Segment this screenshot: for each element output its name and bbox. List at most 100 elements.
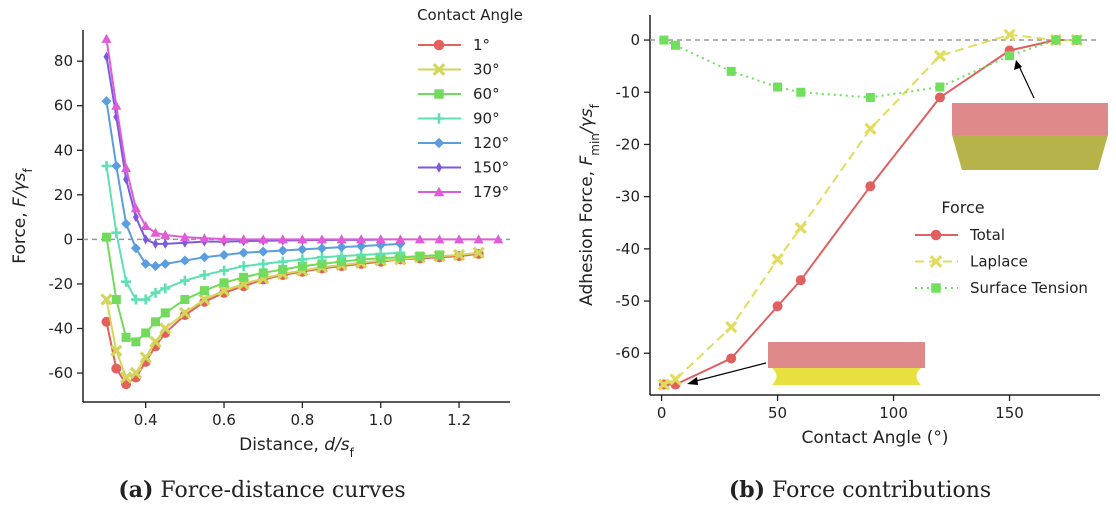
- y-tick-label: 20: [54, 186, 73, 204]
- axis-label-part: /γs: [577, 108, 597, 135]
- legend-label: Total: [969, 226, 1005, 244]
- series-line: [105, 56, 381, 245]
- legend-title: Contact Angle: [417, 6, 523, 24]
- axis-label-part: /γs: [10, 172, 30, 199]
- legend-marker: [435, 162, 443, 173]
- y-tick-label: -60: [616, 344, 641, 362]
- marker: [111, 363, 122, 374]
- x-tick-label: 0: [657, 404, 667, 422]
- marker: [199, 233, 210, 243]
- x-tick-label: 0.8: [290, 411, 314, 429]
- marker: [772, 301, 783, 312]
- legend-title: Force: [941, 198, 984, 217]
- marker: [238, 261, 249, 272]
- x-tick-label: 50: [768, 404, 787, 422]
- marker: [219, 278, 229, 288]
- marker: [131, 337, 141, 347]
- marker: [297, 244, 308, 255]
- caption-label: (b): [729, 477, 765, 503]
- legend: Force Total Laplace Surface Tension: [915, 198, 1088, 297]
- y-tick-label: 40: [54, 141, 73, 159]
- marker: [864, 122, 877, 135]
- axis-label-part: min: [588, 133, 602, 156]
- marker: [150, 287, 161, 298]
- marker: [659, 35, 669, 45]
- marker: [199, 252, 210, 263]
- legend-label: 179°: [473, 183, 509, 201]
- marker: [258, 268, 268, 278]
- x-axis-label: Distance, d/sf: [239, 435, 355, 460]
- marker: [111, 160, 122, 171]
- series-line: [663, 39, 1077, 386]
- marker: [796, 87, 806, 97]
- marker: [101, 33, 112, 43]
- marker: [726, 66, 736, 76]
- marker: [101, 160, 112, 171]
- marker: [865, 92, 875, 102]
- y-axis-label: Force, F/γsf: [10, 167, 35, 263]
- marker: [669, 373, 682, 386]
- caption-text: Force contributions: [772, 478, 991, 503]
- chart: 80 60 40 20 0 -20 -40 -60 0.4 0.6 0.8 1.0 1.2 Distanc…: [10, 6, 523, 460]
- marker: [258, 234, 269, 244]
- marker: [773, 82, 783, 92]
- marker: [316, 243, 327, 254]
- axis-label-part: s: [341, 435, 350, 455]
- marker: [317, 259, 327, 269]
- y-tick-label: -40: [49, 319, 74, 337]
- marker: [375, 234, 386, 244]
- marker: [150, 261, 161, 272]
- y-tick-label: -10: [616, 83, 641, 101]
- marker: [100, 293, 113, 306]
- marker: [933, 49, 947, 62]
- marker: [336, 242, 347, 253]
- marker: [414, 234, 425, 244]
- axis-label-part: Force,: [10, 207, 30, 264]
- marker: [142, 234, 149, 245]
- x-tick-label: 100: [879, 404, 908, 422]
- marker: [139, 351, 152, 364]
- marker: [101, 316, 112, 327]
- marker: [238, 247, 249, 258]
- y-tick-label: -60: [49, 364, 74, 382]
- y-tick-label: 0: [63, 230, 73, 248]
- marker: [119, 371, 133, 384]
- marker: [454, 234, 465, 244]
- series-line: [105, 38, 499, 241]
- marker: [150, 317, 160, 327]
- y-tick-label: -30: [616, 188, 641, 206]
- marker: [865, 181, 876, 192]
- marker: [316, 252, 327, 263]
- y-tick-label: 80: [54, 52, 73, 70]
- marker: [452, 248, 466, 262]
- legend-label: 30°: [473, 61, 500, 79]
- marker: [258, 246, 269, 257]
- caption-label: (a): [118, 477, 153, 503]
- series-line: [105, 165, 401, 301]
- inset-upper: [952, 60, 1108, 170]
- marker: [336, 251, 347, 262]
- marker: [375, 248, 386, 259]
- legend-label: 90°: [473, 110, 500, 128]
- marker: [159, 322, 172, 335]
- legend-label: 1°: [473, 36, 490, 54]
- legend-marker: [433, 186, 445, 197]
- marker: [130, 243, 141, 254]
- marker: [356, 234, 367, 244]
- y-tick-label: 60: [54, 97, 73, 115]
- marker: [121, 163, 132, 173]
- marker: [162, 238, 169, 249]
- y-tick-label: -50: [616, 292, 641, 310]
- marker: [316, 234, 327, 244]
- legend-label: 60°: [473, 85, 500, 103]
- axis-label-part: f: [350, 446, 355, 460]
- marker: [434, 250, 444, 260]
- legend-marker: [432, 63, 446, 76]
- marker: [395, 247, 406, 258]
- axis-label-part: /: [333, 435, 343, 455]
- marker: [219, 233, 230, 243]
- legend-label: Laplace: [970, 253, 1028, 271]
- marker: [121, 276, 132, 287]
- x-tick-label: 0.6: [212, 411, 236, 429]
